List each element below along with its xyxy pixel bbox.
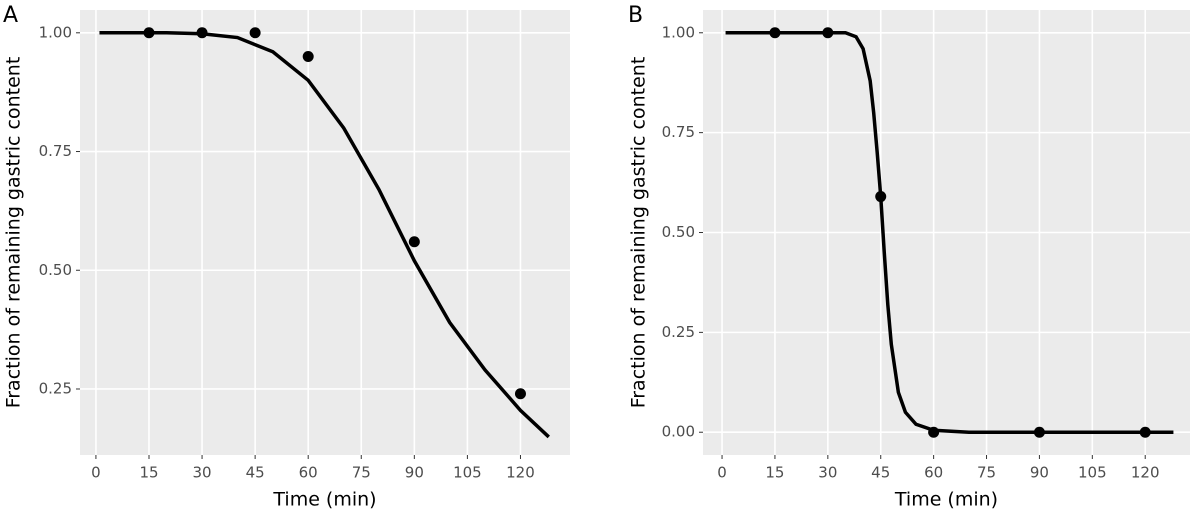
x-tick-label: 90 bbox=[1030, 464, 1049, 482]
x-tick-label: 30 bbox=[193, 464, 212, 482]
data-point bbox=[514, 388, 526, 400]
x-tick-label: 120 bbox=[506, 464, 535, 482]
x-tick-label: 60 bbox=[924, 464, 943, 482]
data-point bbox=[196, 27, 208, 39]
x-tick-label: 75 bbox=[352, 464, 371, 482]
x-tick-label: 45 bbox=[871, 464, 890, 482]
y-tick-label: 1.00 bbox=[39, 23, 72, 41]
data-point bbox=[822, 27, 834, 39]
data-point bbox=[249, 27, 261, 39]
x-tick-label: 105 bbox=[453, 464, 482, 482]
y-axis-title: Fraction of remaining gastric content bbox=[3, 57, 25, 409]
data-point bbox=[408, 236, 420, 248]
data-point bbox=[1139, 426, 1151, 438]
x-tick-label: 105 bbox=[1078, 464, 1107, 482]
y-tick-label: 0.75 bbox=[662, 123, 695, 141]
y-tick-label: 0.75 bbox=[39, 142, 72, 160]
x-tick-label: 60 bbox=[299, 464, 318, 482]
y-tick-label: 0.50 bbox=[39, 261, 72, 279]
x-tick-label: 0 bbox=[717, 464, 727, 482]
x-tick-label: 75 bbox=[977, 464, 996, 482]
x-tick-label: 120 bbox=[1131, 464, 1160, 482]
y-tick-label: 0.25 bbox=[662, 323, 695, 341]
x-tick-label: 45 bbox=[246, 464, 265, 482]
x-tick-label: 0 bbox=[91, 464, 101, 482]
y-tick-label: 1.00 bbox=[662, 23, 695, 41]
panel-label: B bbox=[628, 3, 643, 28]
plot-background bbox=[80, 10, 570, 455]
fitted-curve bbox=[725, 31, 1174, 434]
x-axis-title: Time (min) bbox=[894, 489, 998, 511]
x-tick-label: 30 bbox=[818, 464, 837, 482]
y-tick-label: 0.00 bbox=[662, 423, 695, 441]
x-tick-label: 15 bbox=[139, 464, 158, 482]
y-tick-label: 0.25 bbox=[39, 379, 72, 397]
data-point bbox=[769, 27, 781, 39]
x-tick-label: 15 bbox=[765, 464, 784, 482]
y-tick-label: 0.50 bbox=[662, 223, 695, 241]
panel-label: A bbox=[3, 3, 18, 28]
data-point bbox=[928, 426, 940, 438]
data-point bbox=[875, 191, 887, 203]
x-axis-title: Time (min) bbox=[272, 489, 376, 511]
x-tick-label: 90 bbox=[405, 464, 424, 482]
y-axis-title: Fraction of remaining gastric content bbox=[628, 57, 650, 409]
fitted-curve bbox=[99, 31, 550, 439]
data-point bbox=[1033, 426, 1045, 438]
data-point bbox=[143, 27, 155, 39]
data-point bbox=[302, 51, 314, 63]
